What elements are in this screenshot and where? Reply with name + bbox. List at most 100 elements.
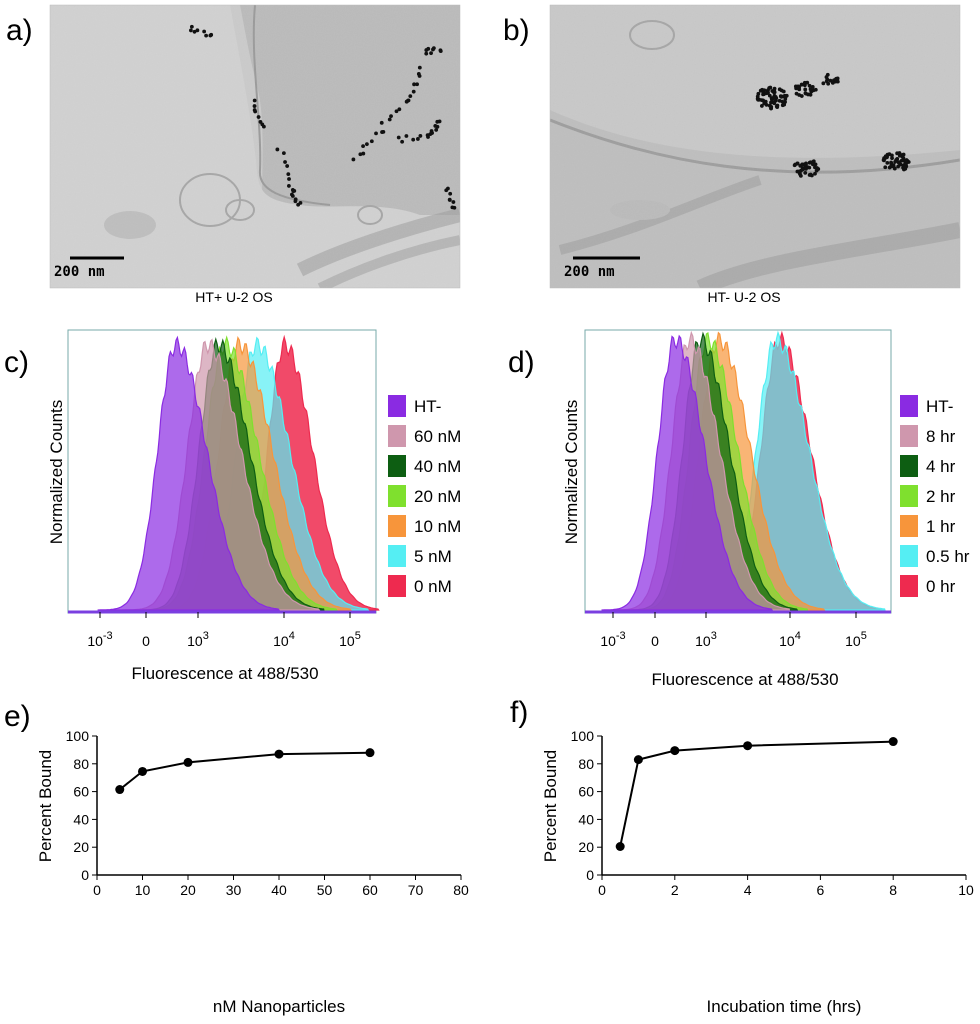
data-point <box>115 785 125 795</box>
x-tick-label: 0 <box>142 633 150 649</box>
micrograph-b: b) 200 nm HT- U-2 OS <box>503 4 961 305</box>
x-tick-label: 10 <box>958 882 974 898</box>
y-axis-label-f: Percent Bound <box>541 750 560 862</box>
legend-label: 0.5 hr <box>926 547 970 566</box>
series-areas-d <box>601 330 886 611</box>
x-ticks-c: 10-3 0 103 104 105 <box>87 612 361 649</box>
legend-label: 2 hr <box>926 487 956 506</box>
panel-b-letter: b) <box>503 14 530 47</box>
y-tick-label: 40 <box>73 811 89 827</box>
scale-label-b: 200 nm <box>564 264 615 280</box>
legend-label: 40 nM <box>414 457 461 476</box>
data-point <box>615 842 625 852</box>
y-tick-label: 0 <box>586 867 594 883</box>
data-point <box>365 748 375 758</box>
series-area-ht- <box>601 334 774 611</box>
x-tick-label: 10-3 <box>600 630 625 649</box>
legend-swatch <box>388 515 406 537</box>
legend-swatch <box>900 545 918 567</box>
legend-swatch <box>900 425 918 447</box>
legend-swatch <box>388 545 406 567</box>
x-tick-label: 105 <box>339 630 361 649</box>
y-tick-label: 100 <box>571 728 595 744</box>
legend-label: 4 hr <box>926 457 956 476</box>
x-axis-label-d: Fluorescence at 488/530 <box>651 670 838 689</box>
x-tick-label: 70 <box>408 882 424 898</box>
y-tick-label: 20 <box>578 839 594 855</box>
legend-swatch <box>900 395 918 417</box>
legend-swatch <box>388 455 406 477</box>
x-axis-label-f: Incubation time (hrs) <box>707 997 862 1016</box>
caption-b: HT- U-2 OS <box>707 289 780 305</box>
legend-label: 0 hr <box>926 577 956 596</box>
y-axis-label-e: Percent Bound <box>36 750 55 862</box>
series-line <box>119 751 371 791</box>
x-tick-label: 40 <box>271 882 287 898</box>
y-tick-label: 60 <box>578 784 594 800</box>
x-axis-label-c: Fluorescence at 488/530 <box>131 664 318 683</box>
legend-label: 8 hr <box>926 427 956 446</box>
y-axis-label-d: Normalized Counts <box>562 400 581 545</box>
data-point <box>138 766 147 776</box>
y-tick-label: 40 <box>578 811 594 827</box>
y-tick-label: 0 <box>81 867 89 883</box>
x-tick-label: 10-3 <box>87 630 112 649</box>
scale-label-a: 200 nm <box>54 264 105 280</box>
x-tick-label: 0 <box>93 882 101 898</box>
x-tick-label: 60 <box>362 882 378 898</box>
legend-label: 5 nM <box>414 547 452 566</box>
histogram-d: d) 10-3 0 103 104 105 Fluorescence at 488/53… <box>508 329 970 689</box>
y-tick-label: 80 <box>73 756 89 772</box>
legend-swatch <box>388 575 406 597</box>
data-point <box>670 746 680 756</box>
x-axis-label-e: nM Nanoparticles <box>213 997 345 1016</box>
x-tick-label: 103 <box>695 630 717 649</box>
micrograph-b-image <box>550 5 960 288</box>
x-tick-label: 2 <box>671 882 679 898</box>
x-tick-label: 103 <box>187 630 209 649</box>
legend-label: 1 hr <box>926 517 956 536</box>
series-areas-c <box>97 334 380 611</box>
x-tick-label: 30 <box>226 882 242 898</box>
legend-swatch <box>900 515 918 537</box>
legend-label: HT- <box>926 397 953 416</box>
legend-swatch <box>900 575 918 597</box>
legend-swatch <box>900 485 918 507</box>
y-axis-label-c: Normalized Counts <box>47 400 66 545</box>
x-tick-label: 10 <box>135 882 151 898</box>
legend-label: 0 nM <box>414 577 452 596</box>
micrograph-a-image <box>50 5 460 288</box>
x-tick-label: 8 <box>889 882 897 898</box>
legend-label: HT- <box>414 397 441 416</box>
legend-label: 60 nM <box>414 427 461 446</box>
x-tick-label: 0 <box>598 882 606 898</box>
data-point <box>274 749 284 759</box>
panel-d-letter: d) <box>508 346 535 379</box>
x-tick-label: 0 <box>651 633 659 649</box>
data-point <box>743 741 753 751</box>
caption-a: HT+ U-2 OS <box>195 289 272 305</box>
legend-label: 10 nM <box>414 517 461 536</box>
x-tick-label: 4 <box>744 882 752 898</box>
data-point <box>183 757 193 767</box>
series-area-ht- <box>97 335 281 611</box>
data-point <box>888 737 898 747</box>
legend-c: HT- 60 nM 40 nM 20 nM 10 nM 5 nM 0 nM <box>388 395 461 597</box>
micrograph-a: a) 200 nm HT+ U-2 OS <box>6 4 461 305</box>
x-tick-label: 104 <box>779 630 801 649</box>
legend-swatch <box>900 455 918 477</box>
x-tick-label: 105 <box>845 630 867 649</box>
x-ticks-d: 10-3 0 103 104 105 <box>600 612 867 649</box>
y-tick-label: 100 <box>66 728 90 744</box>
panel-a-letter: a) <box>6 14 33 47</box>
x-tick-label: 80 <box>453 882 469 898</box>
legend-swatch <box>388 395 406 417</box>
y-tick-label: 20 <box>73 839 89 855</box>
line-chart-e: e) 0 10 20 30 40 50 60 70 80 0 20 40 60 80 100 nM Nano… <box>4 700 469 1016</box>
x-tick-label: 104 <box>273 630 295 649</box>
series-line <box>619 740 894 847</box>
histogram-c: c) 10-3 0 103 104 105 Fluorescence at 488/53… <box>4 329 461 683</box>
x-tick-label: 50 <box>317 882 333 898</box>
